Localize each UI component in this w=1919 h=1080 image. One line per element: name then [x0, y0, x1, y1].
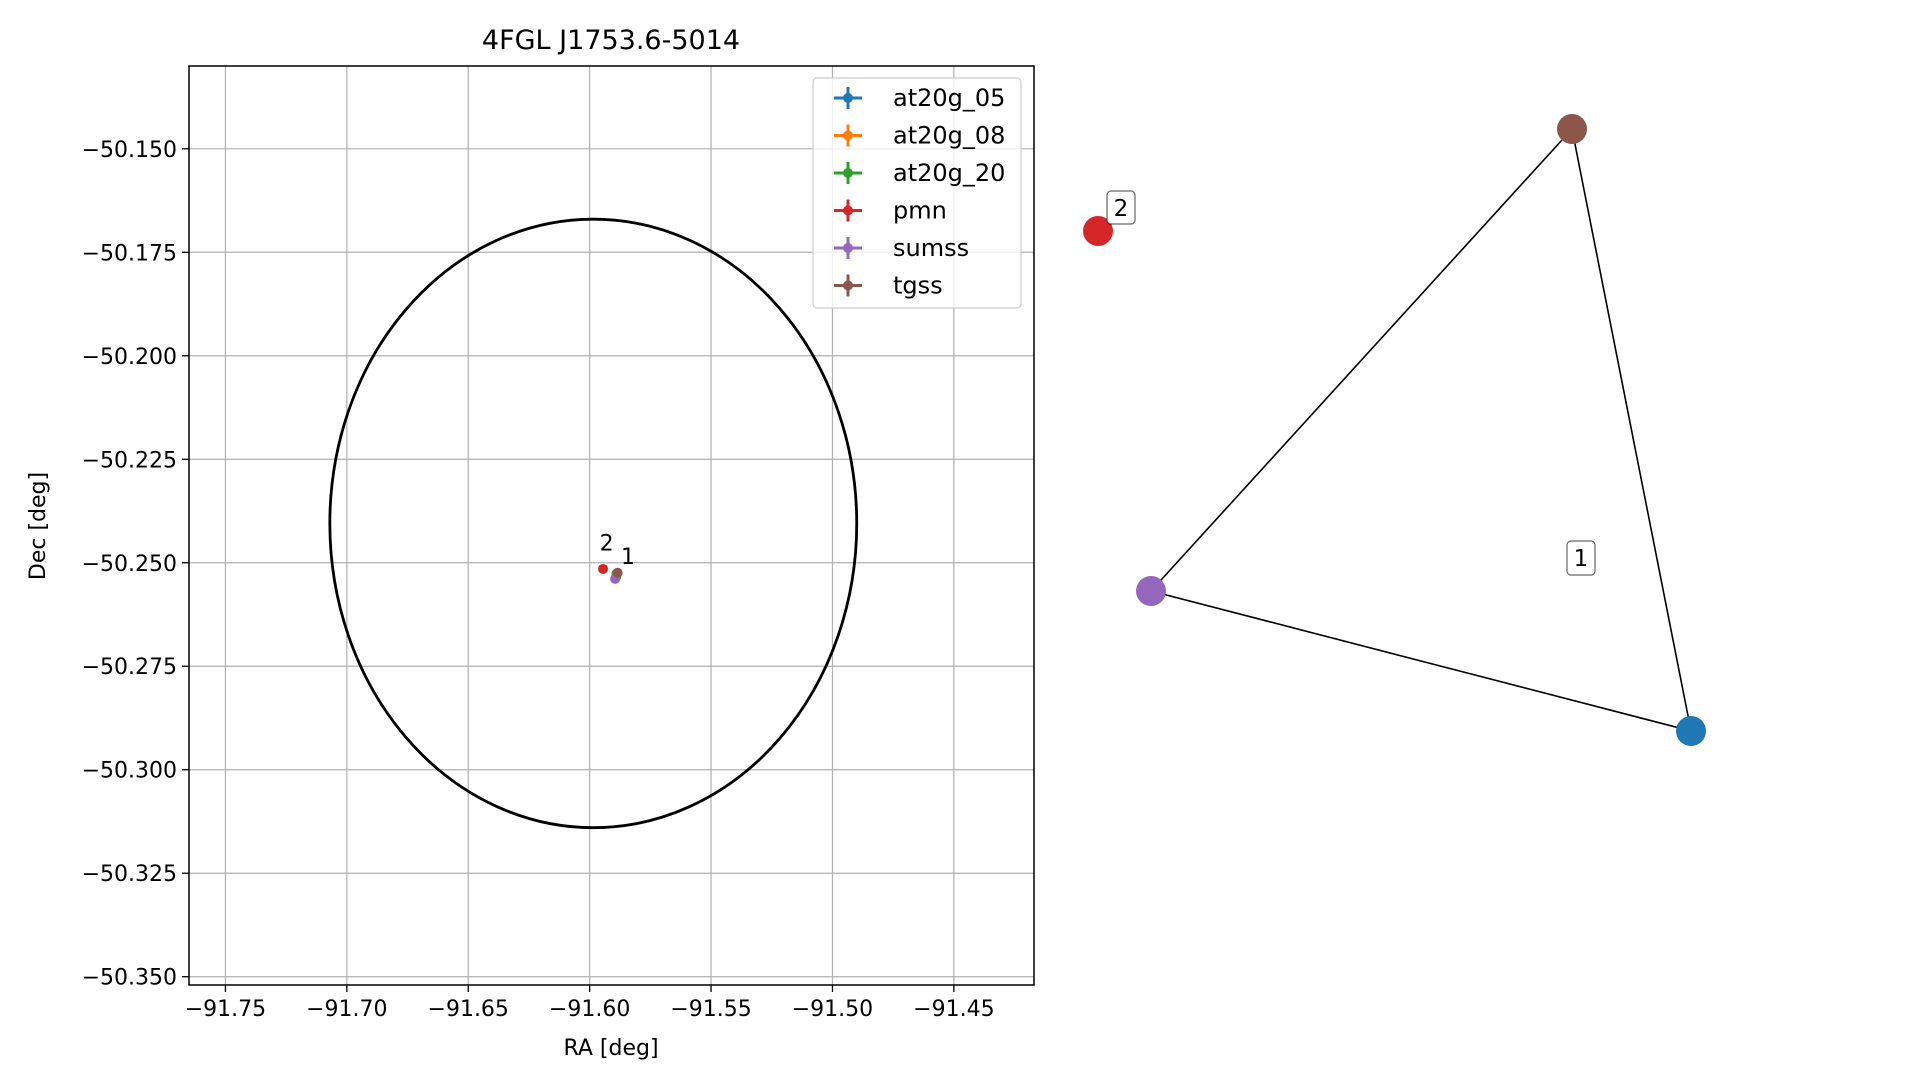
node-tgss	[1557, 114, 1587, 144]
x-ticks: −91.75 −91.70 −91.65 −91.60 −91.55 −91.50 −91.…	[185, 985, 995, 1022]
x-tick-label: −91.50	[792, 997, 873, 1022]
x-tick-label: −91.70	[306, 997, 387, 1022]
x-tick-label: −91.55	[670, 997, 751, 1022]
legend-dot-sumss	[843, 243, 853, 253]
point-tgss	[612, 567, 623, 578]
annotation-2: 2	[600, 531, 614, 556]
x-tick-label: −91.65	[428, 997, 509, 1022]
legend-label-at20g_20: at20g_20	[893, 159, 1005, 187]
x-tick-label: −91.45	[913, 997, 994, 1022]
cluster-label-1-text: 1	[1574, 546, 1589, 572]
cluster-label-1: 1	[1566, 540, 1596, 576]
y-tick-label: −50.250	[82, 552, 177, 577]
x-tick-label: −91.60	[549, 997, 630, 1022]
legend-label-tgss: tgss	[893, 272, 943, 300]
legend-frame	[812, 77, 1022, 309]
axes-frame	[188, 65, 1035, 986]
legend-dot-tgss	[843, 280, 853, 291]
legend-label-pmn: pmn	[893, 197, 947, 225]
legend-dot-at20g_08	[843, 130, 853, 141]
y-axis-label: Dec [deg]	[26, 472, 51, 580]
node-sumss	[1136, 576, 1166, 606]
annotation-1: 1	[621, 545, 635, 570]
node-at20g-05	[1676, 716, 1706, 746]
legend-label-at20g_05: at20g_05	[893, 84, 1005, 112]
node-pmn	[1083, 216, 1113, 246]
chart-title: 4FGL J1753.6-5014	[482, 25, 740, 56]
cluster-label-2-text: 2	[1114, 196, 1129, 222]
legend-dot-at20g_05	[843, 93, 853, 103]
legend-label-sumss: sumss	[893, 234, 969, 262]
y-tick-label: −50.200	[82, 345, 177, 370]
ellipse-layer	[328, 217, 859, 830]
y-tick-label: −50.225	[82, 448, 177, 473]
legend-dot-pmn	[843, 205, 853, 216]
edge-sumss-at20g	[1150, 590, 1692, 732]
y-tick-label: −50.300	[82, 759, 177, 784]
point-pmn	[598, 563, 609, 574]
x-tick-label: −91.75	[185, 997, 266, 1022]
network-panel: 2 1	[1083, 114, 1706, 746]
cluster-label-2: 2	[1106, 190, 1136, 225]
y-tick-label: −50.325	[82, 862, 177, 887]
x-axis-label: RA [deg]	[563, 1036, 658, 1061]
legend-dot-at20g_20	[843, 168, 853, 178]
y-tick-label: −50.150	[82, 138, 177, 163]
scatter-panel: 21 −91.75 −91.70 −91.65 −91.60 −91.55 −91.50−…	[26, 25, 1035, 1061]
edge-tgss-sumss	[1150, 128, 1573, 592]
points-layer	[598, 563, 623, 584]
legend-label-at20g_08: at20g_08	[893, 122, 1005, 150]
edge-tgss-at20g	[1571, 128, 1692, 732]
y-tick-label: −50.275	[82, 655, 177, 680]
y-tick-label: −50.350	[82, 966, 177, 991]
localization-ellipse	[328, 217, 859, 830]
y-ticks: −50.150 −50.175 −50.200 −50.225 −50.250 −50.2…	[82, 138, 189, 991]
y-tick-label: −50.175	[82, 241, 177, 266]
annotation-layer: 21	[600, 531, 635, 570]
